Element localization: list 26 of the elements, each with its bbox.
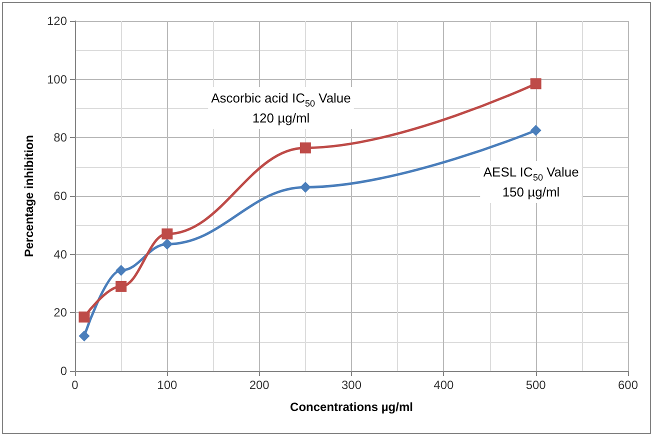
- x-axis-title: Concentrations µg/ml: [290, 400, 413, 414]
- y-tick-label: 80: [54, 130, 68, 145]
- point: [300, 142, 311, 154]
- point: [530, 78, 542, 90]
- y-tick-label: 100: [46, 72, 68, 86]
- y-axis-title: Percentage inhibition: [22, 134, 36, 258]
- point: [300, 182, 311, 193]
- x-tick-label: 300: [341, 378, 362, 392]
- y-tick-label: 0: [60, 364, 68, 378]
- point: [116, 280, 127, 292]
- y-tick-label: 60: [54, 189, 68, 203]
- y-tick-label: 20: [54, 306, 68, 320]
- point: [116, 264, 127, 276]
- x-tick-label: 0: [72, 378, 79, 392]
- x-tick-label: 600: [618, 378, 638, 392]
- y-tick-label: 40: [54, 247, 68, 262]
- x-tick-label: 400: [434, 378, 454, 392]
- y-tick-label: 120: [46, 14, 68, 28]
- x-tick-label: 500: [526, 378, 546, 392]
- point: [162, 228, 173, 240]
- point: [78, 330, 90, 342]
- point: [162, 238, 173, 250]
- point: [78, 312, 90, 323]
- point: [530, 124, 542, 136]
- x-tick-label: 200: [249, 378, 270, 392]
- x-tick-label: 100: [157, 378, 178, 392]
